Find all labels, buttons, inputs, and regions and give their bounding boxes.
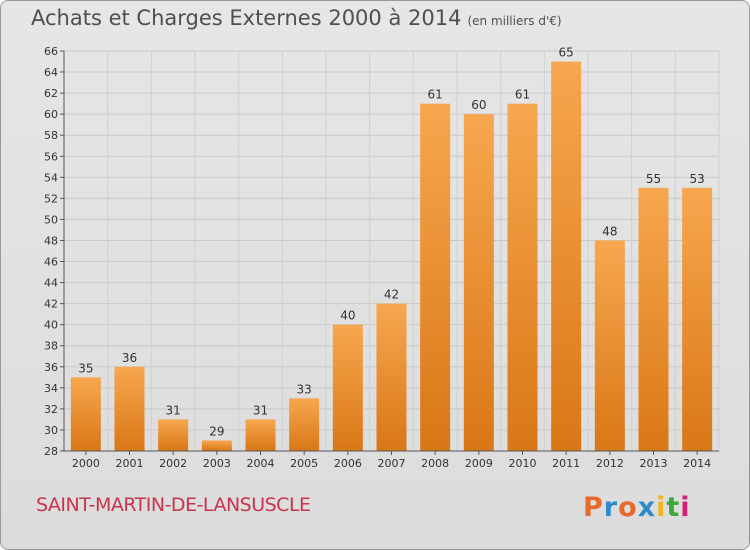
y-tick-label: 66 <box>44 45 58 58</box>
data-label: 48 <box>602 224 617 238</box>
logo-letter: o <box>618 492 638 523</box>
y-tick-label: 46 <box>44 256 58 269</box>
logo-letter: i <box>656 492 667 523</box>
y-tick-label: 58 <box>44 129 58 142</box>
data-label: 53 <box>690 172 705 186</box>
value-labels: 35 36 31 29 31 33 40 42 61 60 61 65 48 55 53 <box>78 46 705 439</box>
x-tick-label: 2014 <box>683 457 711 470</box>
bar <box>376 303 407 451</box>
y-tick-label: 28 <box>44 445 58 458</box>
y-tick-label: 60 <box>44 108 58 121</box>
x-tick-label: 2004 <box>247 457 275 470</box>
y-tick-label: 50 <box>44 213 58 226</box>
y-tick-label: 44 <box>44 277 58 290</box>
data-label: 29 <box>209 424 224 438</box>
y-tick-label: 38 <box>44 340 58 353</box>
data-label: 61 <box>515 88 530 102</box>
y-tick-label: 34 <box>44 382 58 395</box>
bar <box>114 366 145 451</box>
title-text: Achats et Charges Externes 2000 à 2014 <box>31 6 462 30</box>
x-tick-label: 2003 <box>203 457 231 470</box>
x-tick-label: 2005 <box>290 457 318 470</box>
bar <box>158 419 189 451</box>
logo-letter: x <box>637 492 657 523</box>
y-tick-label: 48 <box>44 234 58 247</box>
bar <box>594 240 625 451</box>
data-label: 31 <box>253 403 268 417</box>
bar <box>638 187 669 451</box>
x-tick-label: 2008 <box>421 457 449 470</box>
data-label: 65 <box>559 46 574 60</box>
bar <box>332 324 363 451</box>
y-tick-label: 40 <box>44 319 58 332</box>
y-tick-label: 64 <box>44 66 58 79</box>
bar <box>463 114 494 451</box>
proxiti-logo: Proxiti <box>583 492 691 523</box>
x-tick-label: 2001 <box>116 457 144 470</box>
data-label: 36 <box>122 351 137 365</box>
bar <box>201 440 232 451</box>
logo-letter: t <box>666 492 681 523</box>
y-tick-label: 42 <box>44 298 58 311</box>
data-label: 55 <box>646 172 661 186</box>
bar <box>245 419 276 451</box>
data-label: 33 <box>297 382 312 396</box>
x-tick-label: 2011 <box>552 457 580 470</box>
data-label: 40 <box>340 309 355 323</box>
x-tick-label: 2007 <box>378 457 406 470</box>
data-label: 60 <box>471 98 486 112</box>
logo-letter: r <box>603 492 619 523</box>
data-label: 31 <box>166 403 181 417</box>
y-tick-label: 56 <box>44 150 58 163</box>
x-tick-label: 2006 <box>334 457 362 470</box>
bar <box>507 103 538 451</box>
y-tick-label: 36 <box>44 361 58 374</box>
bar <box>70 377 101 451</box>
y-tick-label: 52 <box>44 192 58 205</box>
data-label: 42 <box>384 288 399 302</box>
y-tick-label: 62 <box>44 87 58 100</box>
data-label: 61 <box>428 88 443 102</box>
y-tick-label: 54 <box>44 171 58 184</box>
x-tick-label: 2013 <box>640 457 668 470</box>
data-label: 35 <box>78 361 93 375</box>
bar <box>420 103 451 451</box>
axes: 28 30 32 34 36 38 40 42 44 46 48 50 52 54 56 58 60 62 64 66… <box>44 45 719 470</box>
x-tick-label: 2010 <box>509 457 537 470</box>
x-tick-label: 2002 <box>159 457 187 470</box>
logo-letter: i <box>680 492 691 523</box>
y-tick-label: 32 <box>44 403 58 416</box>
bars <box>70 61 713 452</box>
bar <box>289 398 320 451</box>
commune-name: SAINT-MARTIN-DE-LANSUSCLE <box>36 494 311 516</box>
logo-letter: P <box>583 492 604 523</box>
chart-subtitle: (en milliers d'€) <box>467 14 562 28</box>
y-tick-label: 30 <box>44 424 58 437</box>
bar <box>551 61 582 452</box>
chart-title: Achats et Charges Externes 2000 à 2014 (e… <box>31 6 562 30</box>
x-tick-label: 2009 <box>465 457 493 470</box>
x-tick-label: 2000 <box>72 457 100 470</box>
x-tick-label: 2012 <box>596 457 624 470</box>
bar <box>682 187 713 451</box>
